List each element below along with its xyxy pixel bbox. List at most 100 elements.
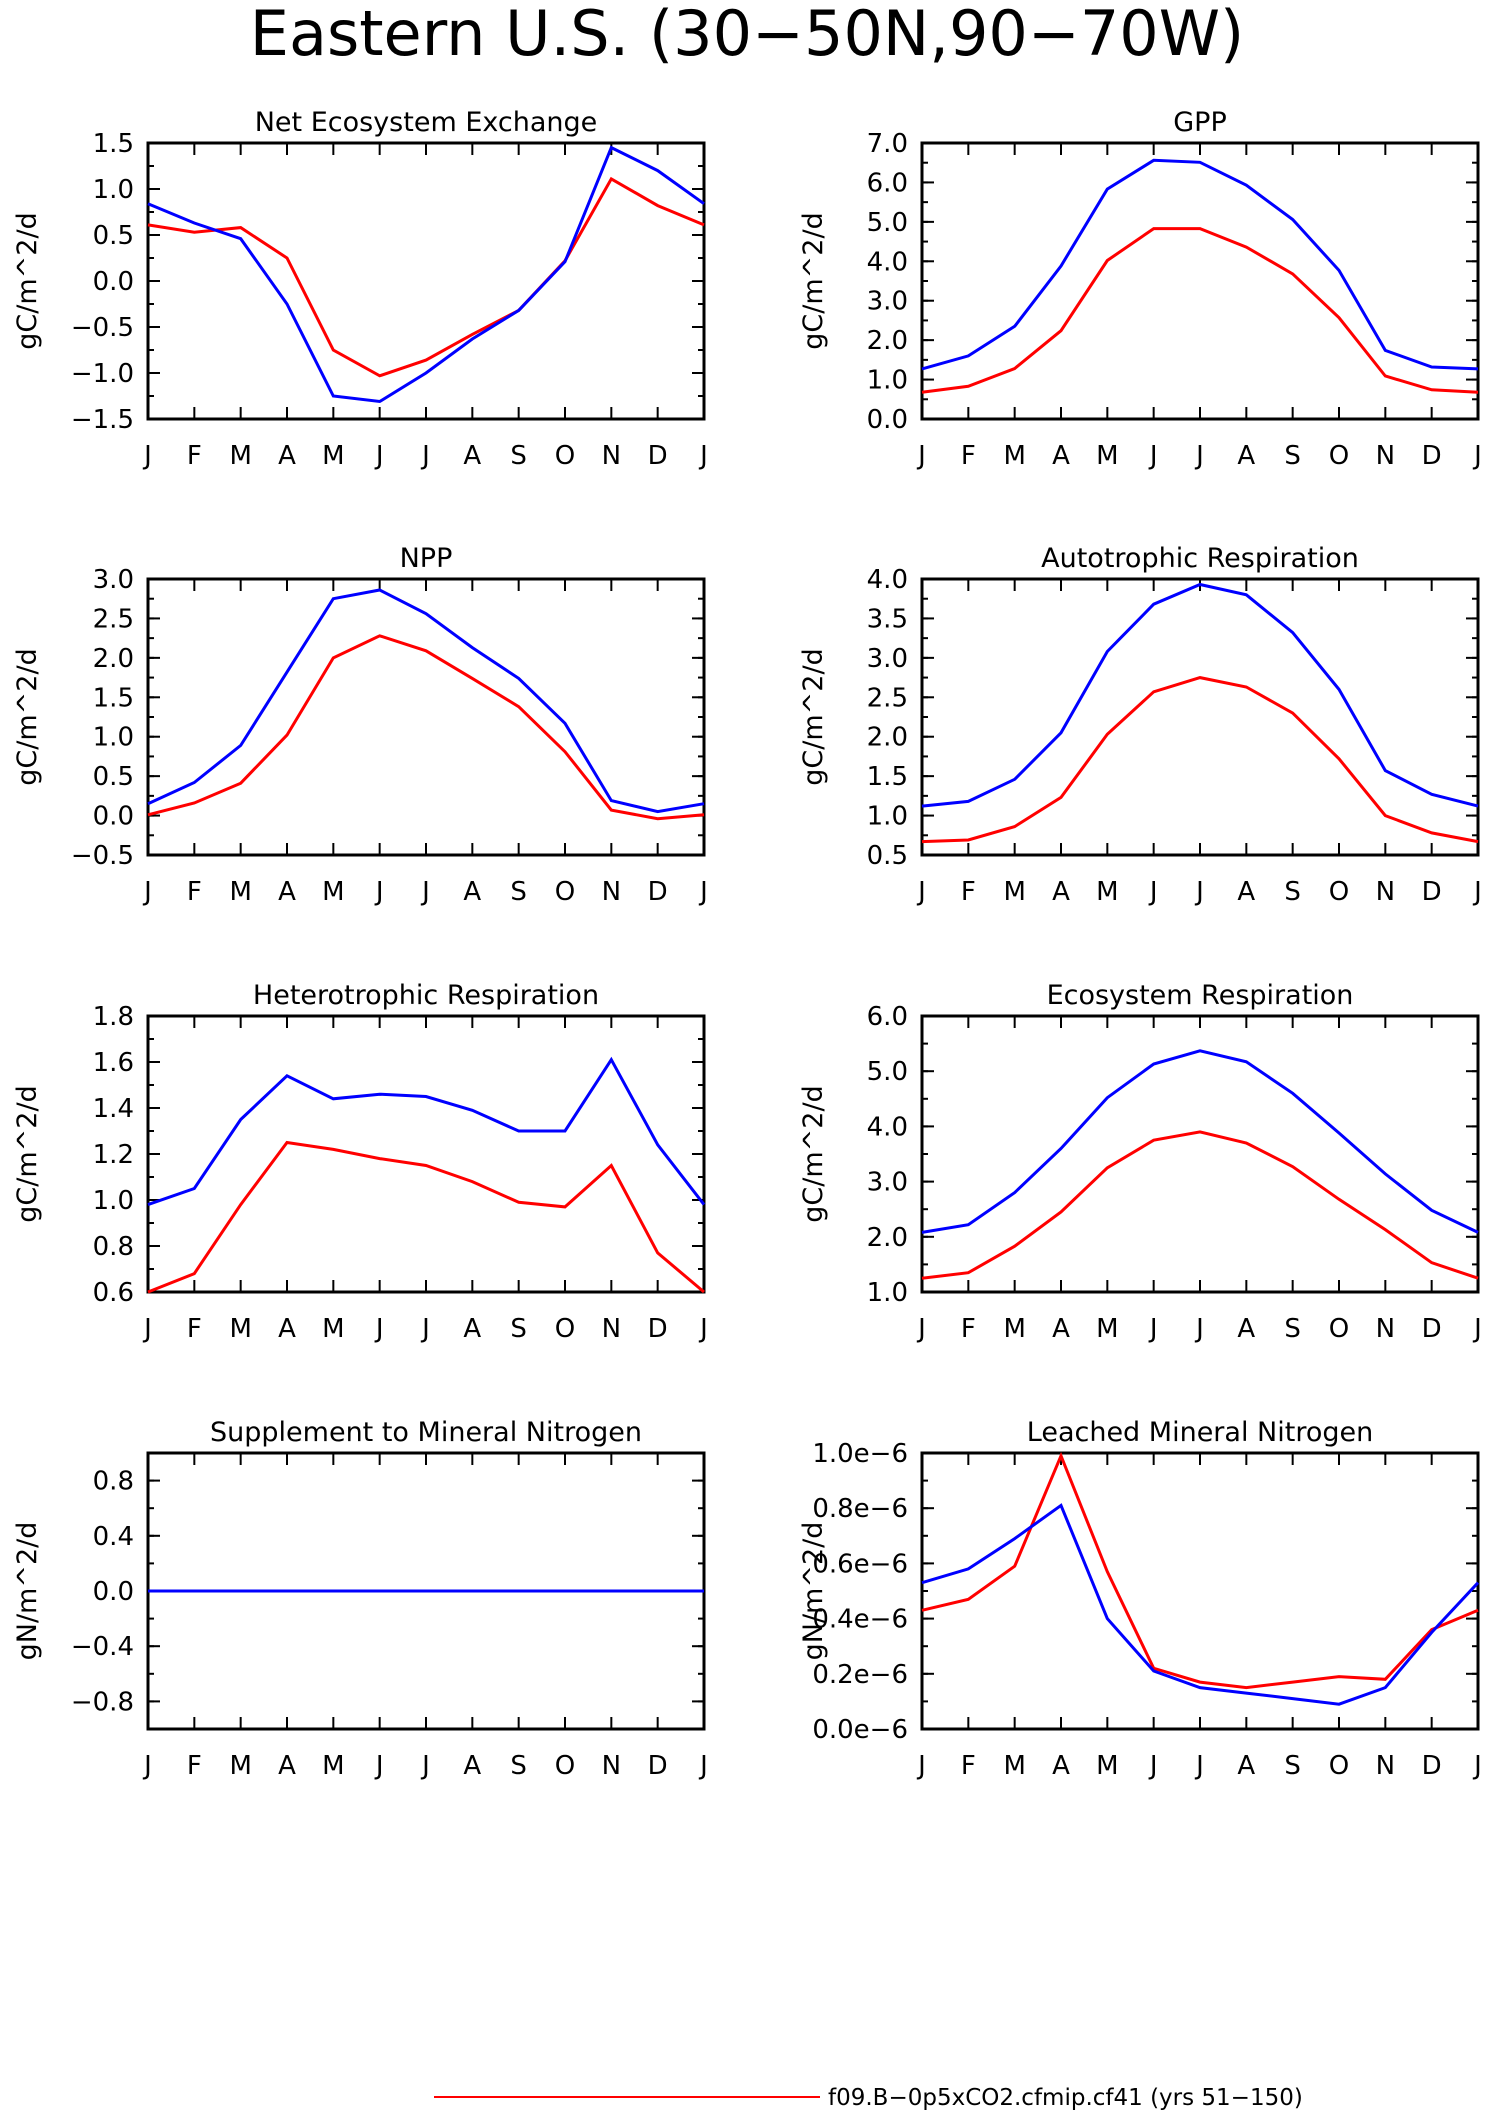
x-tick-label: A (1237, 877, 1255, 907)
x-tick-label: J (1148, 1314, 1158, 1344)
y-tick-label: 1.4 (93, 1094, 134, 1124)
x-tick-label: A (1237, 441, 1255, 471)
x-tick-label: J (698, 877, 708, 907)
x-tick-label: J (142, 1751, 152, 1781)
panel-title: Leached Mineral Nitrogen (1027, 1417, 1373, 1448)
x-tick-label: J (1472, 441, 1482, 471)
y-axis-label: gC/m^2/d (798, 1085, 829, 1222)
x-tick-label: D (648, 441, 668, 471)
x-tick-label: N (602, 1751, 621, 1781)
x-tick-label: M (229, 1751, 251, 1781)
y-tick-label: 1.0 (93, 723, 134, 753)
x-tick-label: D (1422, 1751, 1442, 1781)
x-tick-label: A (463, 877, 481, 907)
y-tick-label: 1.0 (93, 1186, 134, 1216)
x-tick-label: A (1052, 877, 1070, 907)
y-tick-label: 3.0 (867, 1168, 908, 1198)
x-tick-label: D (648, 877, 668, 907)
x-tick-label: J (374, 441, 384, 471)
x-tick-label: J (916, 877, 926, 907)
y-tick-label: 2.0 (867, 1223, 908, 1253)
y-tick-label: 1.6 (93, 1048, 134, 1078)
y-axis-label: gN/m^2/d (798, 1522, 829, 1661)
y-tick-label: 1.0 (867, 1278, 908, 1308)
panel-title: Ecosystem Respiration (1047, 980, 1354, 1011)
x-tick-label: M (1003, 441, 1025, 471)
y-tick-label: 1.0 (867, 366, 908, 396)
chart-panel-4: Autotrophic Respiration 0.5 1.0 1.5 2.0 2.5 3.… (798, 543, 1482, 907)
series-line-blue (147, 145, 705, 404)
y-tick-label: 0.5 (93, 221, 134, 251)
panel-title: Heterotrophic Respiration (253, 980, 599, 1011)
x-tick-label: A (278, 877, 296, 907)
series-line-red (921, 676, 1479, 844)
y-tick-label: 0.8 (93, 1232, 134, 1262)
series-line-red (921, 1130, 1479, 1280)
panel-title: Autotrophic Respiration (1041, 543, 1359, 574)
y-tick-label: 3.0 (867, 287, 908, 317)
x-tick-label: D (1422, 877, 1442, 907)
x-tick-label: N (1376, 441, 1395, 471)
x-tick-label: M (229, 441, 251, 471)
x-tick-label: M (322, 1751, 344, 1781)
x-tick-label: S (1284, 1751, 1301, 1781)
x-tick-label: J (420, 1314, 430, 1344)
x-tick-label: M (1096, 1751, 1118, 1781)
plot-frame (920, 577, 1480, 857)
y-tick-label: 1.0 (867, 802, 908, 832)
x-tick-label: S (1284, 441, 1301, 471)
series-line-red (921, 227, 1479, 394)
y-tick-label: 0.0e−6 (812, 1715, 908, 1745)
x-tick-label: S (510, 1314, 527, 1344)
y-tick-label: 0.5 (867, 841, 908, 871)
x-tick-label: J (420, 1751, 430, 1781)
x-tick-label: F (961, 877, 976, 907)
x-tick-label: J (1194, 1314, 1204, 1344)
x-tick-label: O (555, 1751, 575, 1781)
x-tick-label: A (1237, 1751, 1255, 1781)
x-tick-label: F (187, 877, 202, 907)
x-tick-label: J (1472, 1751, 1482, 1781)
y-tick-label: 2.0 (867, 723, 908, 753)
y-tick-label: −0.8 (71, 1687, 134, 1717)
x-tick-label: J (1148, 441, 1158, 471)
y-tick-label: 0.0 (93, 267, 134, 297)
x-tick-label: O (1329, 1751, 1349, 1781)
x-tick-label: S (510, 441, 527, 471)
y-axis-label: gC/m^2/d (12, 212, 43, 349)
x-tick-label: M (1096, 441, 1118, 471)
y-tick-label: 4.0 (867, 247, 908, 277)
y-tick-label: 0.4e−6 (812, 1605, 908, 1635)
x-tick-label: N (1376, 1751, 1395, 1781)
y-tick-label: 4.0 (867, 565, 908, 595)
x-tick-label: J (420, 877, 430, 907)
x-tick-label: S (1284, 1314, 1301, 1344)
x-tick-label: A (1052, 441, 1070, 471)
x-tick-label: O (555, 877, 575, 907)
x-tick-label: M (322, 877, 344, 907)
series-line-blue (147, 1056, 706, 1207)
x-tick-label: A (1052, 1314, 1070, 1344)
panel-title: Net Ecosystem Exchange (255, 107, 598, 138)
x-tick-label: J (916, 441, 926, 471)
x-tick-label: N (602, 1314, 621, 1344)
y-tick-label: 7.0 (867, 129, 908, 159)
y-tick-label: 0.8e−6 (812, 1494, 908, 1524)
x-tick-label: A (278, 441, 296, 471)
series-line-blue (921, 1049, 1479, 1234)
x-tick-label: J (1148, 877, 1158, 907)
x-tick-label: D (648, 1314, 668, 1344)
y-tick-label: 6.0 (867, 168, 908, 198)
series-line-blue (147, 588, 705, 814)
x-tick-label: F (187, 1751, 202, 1781)
y-tick-label: 2.5 (93, 604, 134, 634)
y-tick-label: 0.0 (93, 802, 134, 832)
x-tick-label: S (510, 1751, 527, 1781)
legend-label: f09.B−0p5xCO2.cfmip.cf41 (yrs 51−150) (828, 2085, 1303, 2111)
panel-title: GPP (1173, 107, 1227, 138)
series-line-red (921, 1451, 1479, 1690)
x-tick-label: J (698, 1314, 708, 1344)
x-tick-label: A (1237, 1314, 1255, 1344)
x-tick-label: M (1096, 877, 1118, 907)
